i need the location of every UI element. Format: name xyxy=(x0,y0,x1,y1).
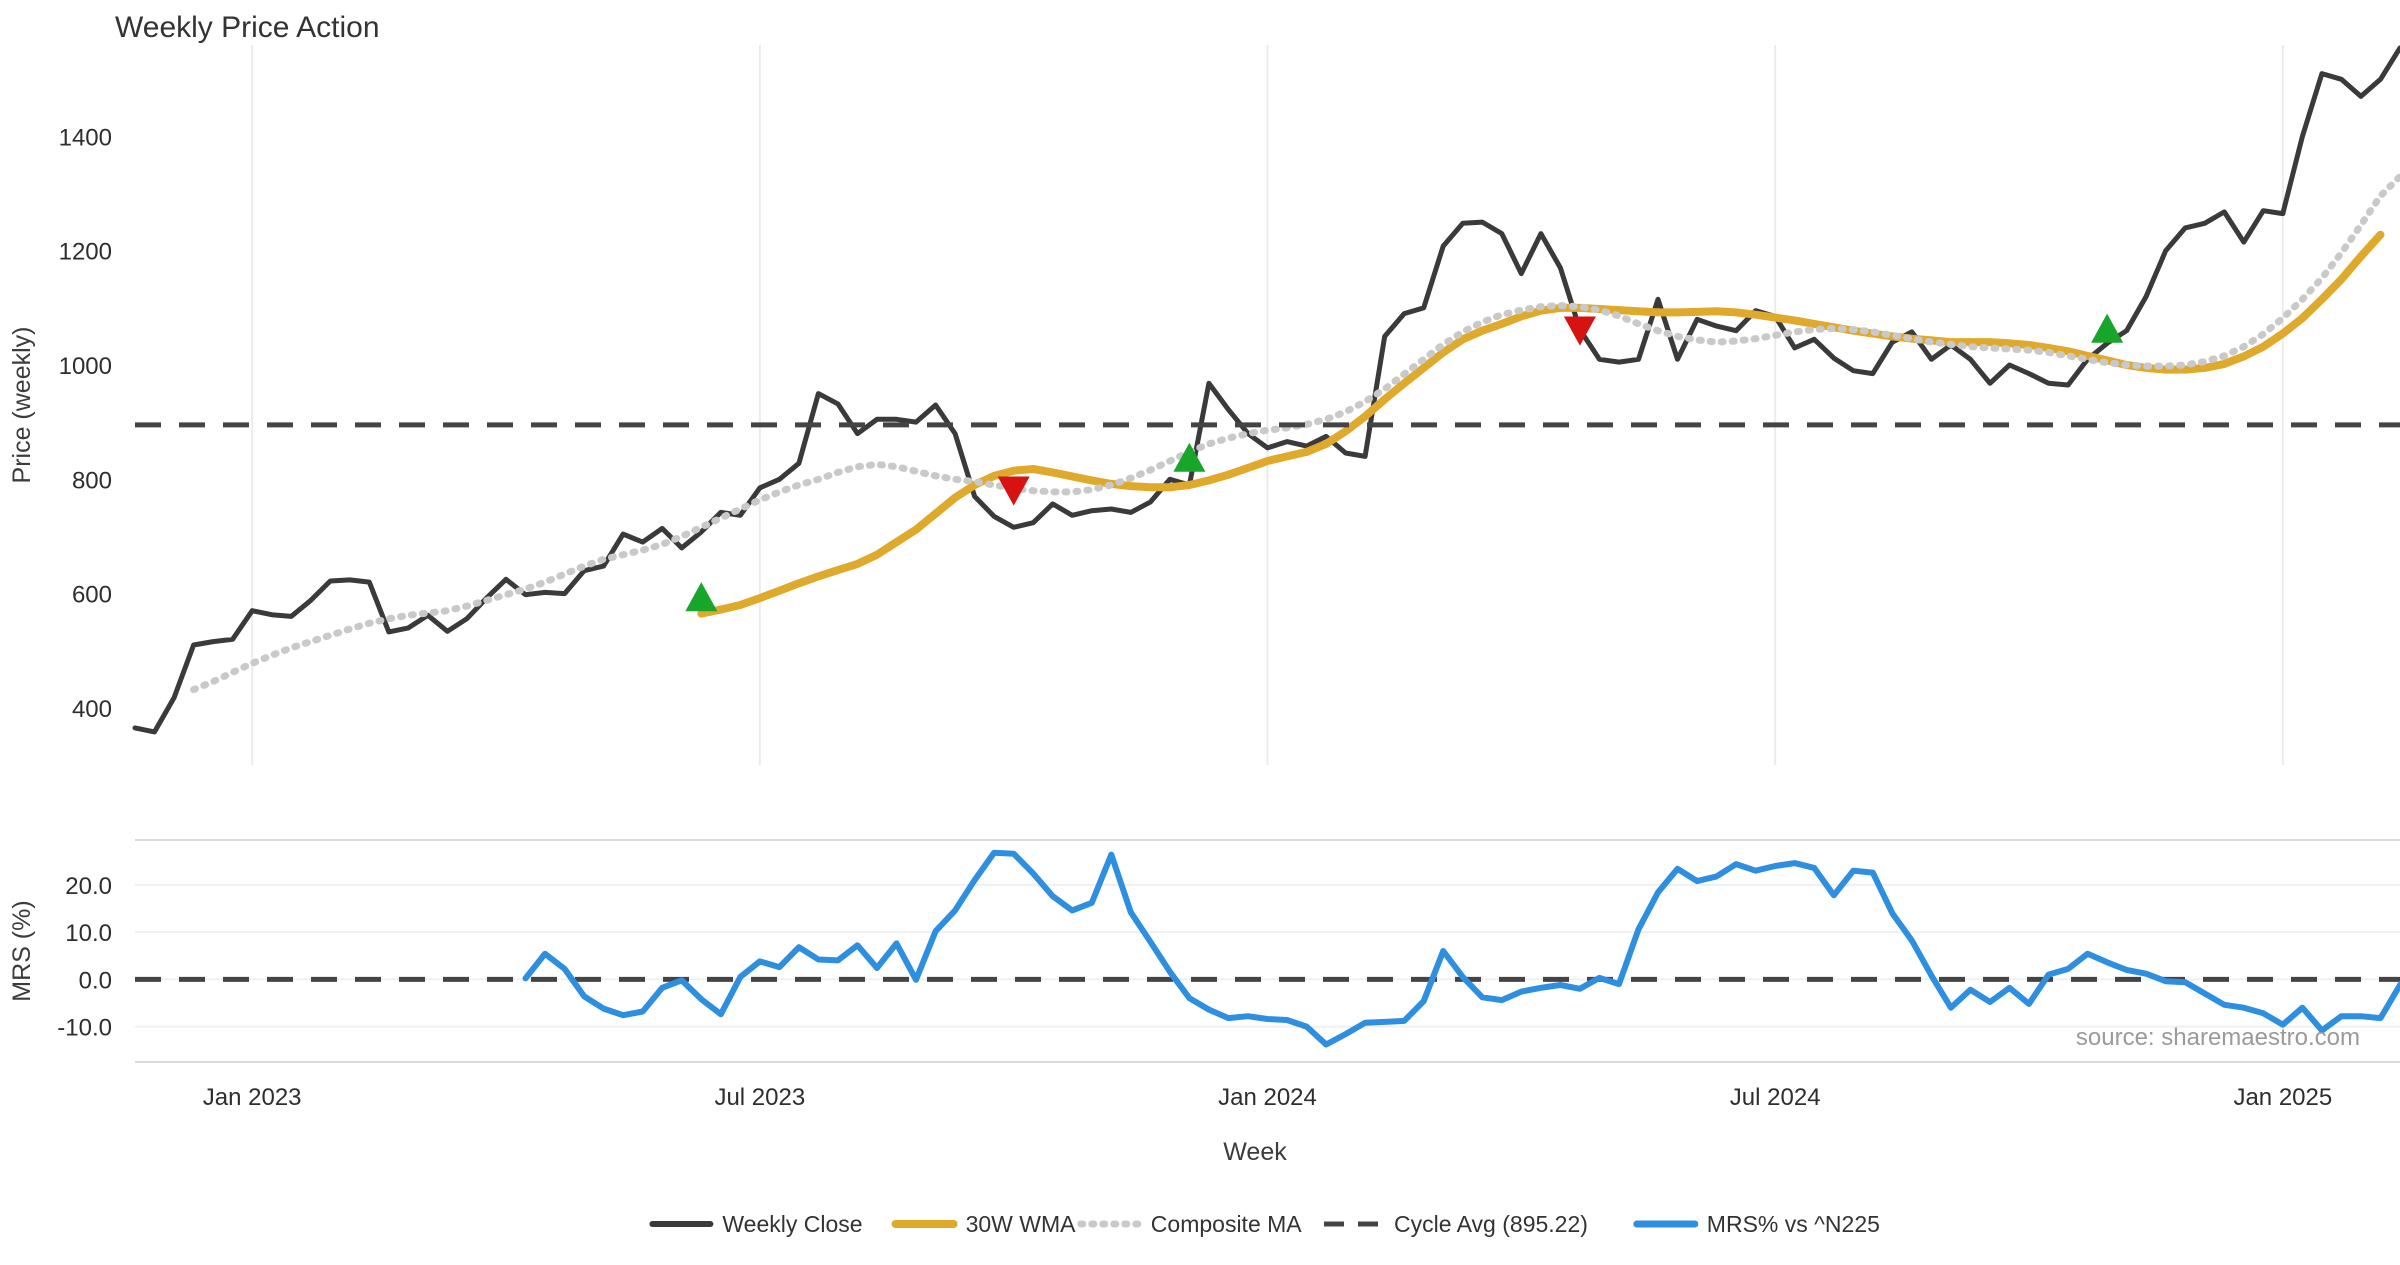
legend-label: Composite MA xyxy=(1151,1211,1302,1237)
legend-label: MRS% vs ^N225 xyxy=(1707,1211,1880,1237)
price-y-tick-label: 400 xyxy=(72,696,112,723)
x-tick-label: Jan 2023 xyxy=(203,1084,302,1111)
x-tick-label: Jan 2025 xyxy=(2233,1084,2332,1111)
mrs-panel: -10.0 0.0 10.0 20.0 MRS (%) Jan 2023 Jul 2023 J… xyxy=(8,840,2400,1111)
mrs-y-tick-label: -10.0 xyxy=(57,1015,112,1042)
mrs-y-axis-label: MRS (%) xyxy=(8,900,36,1001)
price-y-tick-label: 600 xyxy=(72,582,112,609)
series-mrs-percent xyxy=(526,853,2400,1045)
mrs-y-tick-label: 0.0 xyxy=(79,967,112,994)
buy-signal-marker xyxy=(2091,314,2123,343)
mrs-y-tick-label: 10.0 xyxy=(65,920,112,947)
mrs-y-tick-label: 20.0 xyxy=(65,873,112,900)
chart-legend: Weekly Close 30W WMA Composite MA Cycle Avg… xyxy=(652,1211,1880,1237)
price-y-tick-label: 1200 xyxy=(59,239,112,266)
legend-label: Weekly Close xyxy=(722,1211,862,1237)
legend-label: 30W WMA xyxy=(966,1211,1077,1237)
x-tick-label: Jan 2024 xyxy=(1218,1084,1317,1111)
watermark-text: source: sharemaestro.com xyxy=(2076,1024,2360,1051)
price-panel: 400 600 800 1000 1200 1400 Price (weekly) xyxy=(8,45,2400,765)
series-composite-ma xyxy=(194,176,2400,689)
x-tick-label: Jul 2024 xyxy=(1730,1084,1821,1111)
x-tick-label: Jul 2023 xyxy=(714,1084,805,1111)
page-title: Weekly Price Action xyxy=(115,11,380,44)
legend-label: Cycle Avg (895.22) xyxy=(1394,1211,1588,1237)
price-y-tick-label: 1000 xyxy=(59,353,112,380)
sell-signal-marker xyxy=(1564,317,1596,346)
x-axis-label: Week xyxy=(1223,1138,1287,1166)
price-y-tick-label: 800 xyxy=(72,467,112,494)
price-y-tick-label: 1400 xyxy=(59,124,112,151)
price-y-axis-label: Price (weekly) xyxy=(8,327,36,484)
buy-signal-marker xyxy=(685,582,717,611)
